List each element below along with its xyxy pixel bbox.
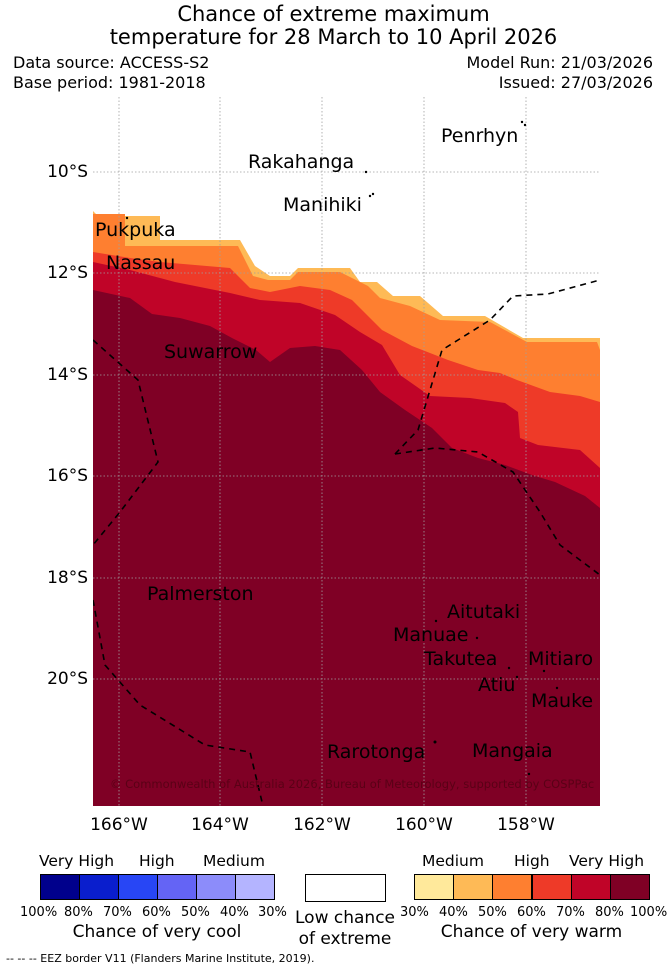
data-source: Data source: ACCESS-S2 (13, 53, 210, 72)
eez-border (93, 279, 600, 806)
lon-label-158w: 158°W (497, 815, 555, 835)
cool-swatch-5 (235, 874, 275, 900)
eez-footnote: -- -- -- EEZ border V11 (Flanders Marine… (6, 952, 315, 965)
warm-legend-medium: Medium (422, 852, 484, 870)
place-mauke: Mauke (531, 690, 594, 712)
low-chance-label-1: Low chance (295, 908, 395, 928)
cool-legend-medium: Medium (203, 852, 265, 870)
place-mitiaro: Mitiaro (528, 648, 594, 670)
warm-swatch-0 (414, 874, 455, 900)
cool-swatch-0 (40, 874, 80, 900)
cool-swatch-2 (118, 874, 158, 900)
lon-label-166w: 166°W (90, 815, 148, 835)
cool-tick-5: 40% (220, 905, 249, 920)
lat-label-16s: 16°S (47, 466, 88, 486)
warm-tick-0: 30% (400, 905, 429, 920)
cool-tick-2: 70% (103, 905, 132, 920)
model-run: Model Run: 21/03/2026 (466, 53, 654, 72)
cool-swatch-1 (79, 874, 119, 900)
warm-tick-2: 50% (478, 905, 507, 920)
issued-date: Issued: 27/03/2026 (498, 73, 653, 92)
lat-label-12s: 12°S (47, 263, 88, 283)
lon-label-160w: 160°W (395, 815, 453, 835)
copyright-notice: © Commonwealth of Australia 2026, Bureau… (110, 777, 595, 791)
place-takutea: Takutea (424, 648, 498, 670)
place-nassau: Nassau (106, 252, 176, 274)
low-chance-label-2: of extreme (298, 929, 392, 949)
place-palmerston: Palmerston (147, 583, 254, 605)
place-mangaia: Mangaia (472, 740, 553, 762)
warm-legend-high: High (514, 852, 550, 870)
grid-lines (93, 97, 600, 806)
lon-label-162w: 162°W (293, 815, 351, 835)
island-markers (125, 120, 559, 776)
forecast-map (93, 97, 600, 806)
warm-colorbar (414, 874, 650, 902)
warm-swatch-4 (570, 874, 611, 900)
low-chance-box (305, 874, 386, 902)
cool-tick-1: 80% (64, 905, 93, 920)
cool-tick-4: 50% (181, 905, 210, 920)
warm-tick-1: 40% (439, 905, 468, 920)
lat-label-14s: 14°S (47, 365, 88, 385)
place-aitutaki: Aitutaki (447, 601, 521, 623)
place-penrhyn: Penrhyn (441, 125, 519, 147)
place-rakahanga: Rakahanga (248, 151, 355, 173)
cool-tick-3: 60% (142, 905, 171, 920)
place-manuae: Manuae (393, 624, 469, 646)
place-atiu: Atiu (478, 674, 516, 696)
warm-swatch-3 (531, 874, 572, 900)
base-period: Base period: 1981-2018 (13, 73, 206, 92)
cool-legend-high: High (139, 852, 175, 870)
cool-legend-very-high: Very High (39, 852, 115, 870)
warm-tick-3: 60% (517, 905, 546, 920)
lat-label-10s: 10°S (47, 162, 88, 182)
cool-tick-0: 100% (20, 905, 58, 920)
cool-colorbar (40, 874, 275, 902)
cool-swatch-3 (157, 874, 197, 900)
warm-swatch-5 (609, 874, 650, 900)
warm-legend-very-high: Very High (569, 852, 645, 870)
lat-label-20s: 20°S (47, 669, 88, 689)
place-manihiki: Manihiki (283, 194, 362, 216)
place-rarotonga: Rarotonga (327, 741, 426, 763)
cool-tick-6: 30% (258, 905, 287, 920)
cool-legend-label: Chance of very cool (72, 922, 242, 942)
warm-tick-4: 70% (556, 905, 585, 920)
warm-legend-label: Chance of very warm (440, 922, 623, 942)
warm-tick-6: 100% (630, 905, 667, 920)
lat-label-18s: 18°S (47, 568, 88, 588)
warm-swatch-2 (492, 874, 533, 900)
place-suwarrow: Suwarrow (164, 341, 258, 363)
warm-swatch-1 (453, 874, 494, 900)
cool-swatch-4 (196, 874, 236, 900)
map-title-line-1: Chance of extreme maximum (177, 2, 490, 26)
map-title-line-2: temperature for 28 March to 10 April 202… (109, 25, 558, 49)
warm-tick-5: 80% (595, 905, 624, 920)
place-pukapuka: Pukpuka (95, 219, 176, 241)
lon-label-164w: 164°W (191, 815, 249, 835)
